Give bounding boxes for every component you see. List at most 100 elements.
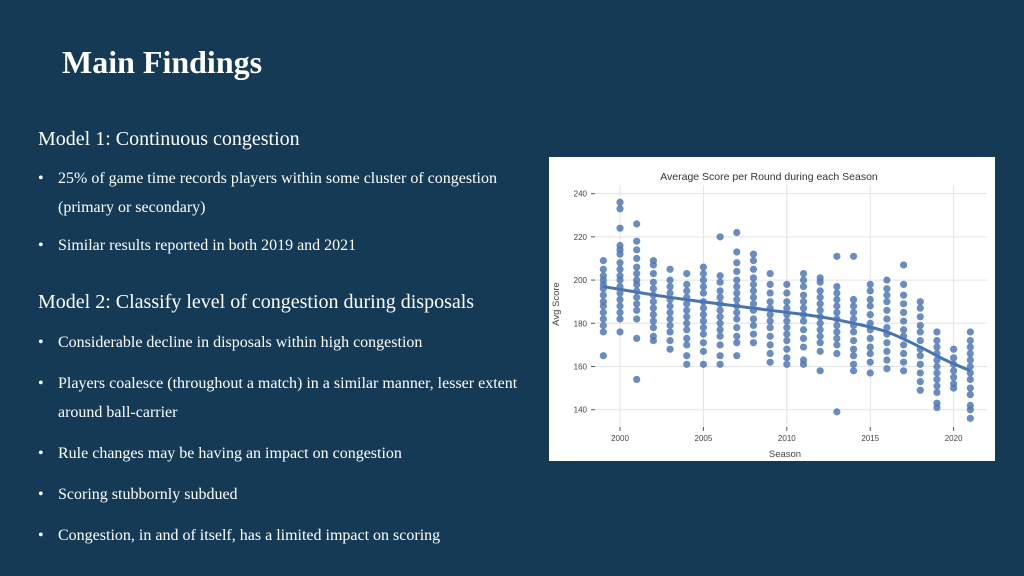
- data-point: [666, 328, 674, 336]
- scatter-chart: 140 160 180 200 220 240 2000 2005 2010 2015 2020 A…: [551, 171, 987, 460]
- data-point: [616, 302, 624, 310]
- data-point: [633, 375, 641, 384]
- data-point: [616, 276, 624, 284]
- data-point: [616, 265, 624, 273]
- data-point: [933, 369, 941, 377]
- y-tick-label: 180: [574, 319, 588, 328]
- data-point: [749, 339, 758, 347]
- data-point: [683, 269, 691, 278]
- data-point: [783, 345, 791, 353]
- data-point: [649, 261, 657, 269]
- data-point: [950, 345, 958, 353]
- data-point: [699, 324, 708, 332]
- data-point: [783, 354, 791, 362]
- data-point: [616, 328, 624, 336]
- data-point: [616, 289, 624, 297]
- data-point: [783, 330, 791, 338]
- data-point: [966, 356, 974, 364]
- data-point: [649, 278, 657, 286]
- data-point: [899, 280, 908, 288]
- model1-bullet: Similar results reported in both 2019 an…: [38, 231, 538, 260]
- data-point: [649, 298, 657, 306]
- data-point: [599, 291, 607, 299]
- data-point: [716, 293, 724, 301]
- y-tick-label: 240: [574, 190, 588, 199]
- data-point: [633, 263, 641, 271]
- data-point: [616, 224, 624, 232]
- data-point: [866, 343, 874, 351]
- data-point: [783, 280, 791, 288]
- data-point: [649, 336, 657, 345]
- data-point: [833, 302, 841, 310]
- data-point: [933, 388, 941, 397]
- data-point: [783, 317, 791, 325]
- data-point: [683, 360, 691, 368]
- data-point: [849, 367, 858, 375]
- data-point: [966, 336, 974, 345]
- data-point: [849, 345, 858, 353]
- data-point: [766, 311, 774, 319]
- data-point: [883, 347, 891, 355]
- data-point: [833, 252, 841, 260]
- data-point: [716, 332, 724, 340]
- data-point: [799, 360, 808, 368]
- data-point: [716, 306, 724, 314]
- data-point: [883, 324, 891, 332]
- data-point: [950, 367, 958, 375]
- data-point: [699, 269, 708, 278]
- model2-bullet: Scoring stubbornly subdued: [38, 480, 538, 509]
- data-point: [816, 339, 824, 347]
- data-point: [683, 326, 691, 334]
- data-point: [883, 365, 891, 373]
- data-point: [883, 339, 891, 347]
- data-point: [966, 414, 974, 422]
- data-point: [916, 336, 924, 345]
- data-point: [783, 289, 791, 297]
- data-point: [683, 280, 691, 288]
- data-point: [716, 233, 724, 241]
- data-point: [599, 352, 607, 360]
- model2-bullet: Rule changes may be having an impact on …: [38, 439, 538, 468]
- model2-bullet-list: Considerable decline in disposals within…: [38, 328, 538, 562]
- data-point: [966, 343, 974, 351]
- data-point: [716, 278, 724, 286]
- data-point: [599, 321, 607, 330]
- data-point: [616, 308, 624, 317]
- data-point: [633, 315, 641, 323]
- data-point: [616, 198, 624, 206]
- data-point: [916, 378, 924, 386]
- data-point: [883, 298, 891, 306]
- data-point: [733, 352, 741, 360]
- model2-bullet: Players coalesce (throughout a match) in…: [38, 369, 538, 427]
- data-point: [683, 341, 691, 349]
- data-point: [849, 295, 858, 304]
- data-point: [866, 334, 874, 343]
- data-point: [966, 349, 974, 358]
- data-point: [699, 276, 708, 284]
- data-point: [733, 339, 741, 347]
- data-point: [866, 369, 874, 377]
- data-point: [733, 248, 741, 256]
- slide-title: Main Findings: [62, 44, 263, 80]
- data-point: [749, 330, 758, 338]
- data-point: [749, 265, 758, 273]
- data-point: [716, 313, 724, 321]
- data-point: [766, 317, 774, 325]
- data-point: [616, 315, 624, 323]
- data-point: [816, 287, 824, 295]
- data-point: [749, 257, 758, 265]
- data-point: [833, 349, 841, 358]
- model2-bullet: Congestion, in and of itself, has a limi…: [38, 521, 538, 550]
- data-point: [899, 291, 908, 299]
- data-point: [716, 341, 724, 349]
- data-point: [766, 358, 774, 366]
- data-point: [633, 293, 641, 301]
- data-point: [899, 300, 908, 308]
- data-point: [733, 282, 741, 291]
- data-point: [766, 289, 774, 297]
- data-point: [933, 403, 941, 412]
- data-point: [799, 282, 808, 291]
- data-point: [866, 311, 874, 319]
- data-point: [899, 349, 908, 358]
- data-point: [716, 326, 724, 334]
